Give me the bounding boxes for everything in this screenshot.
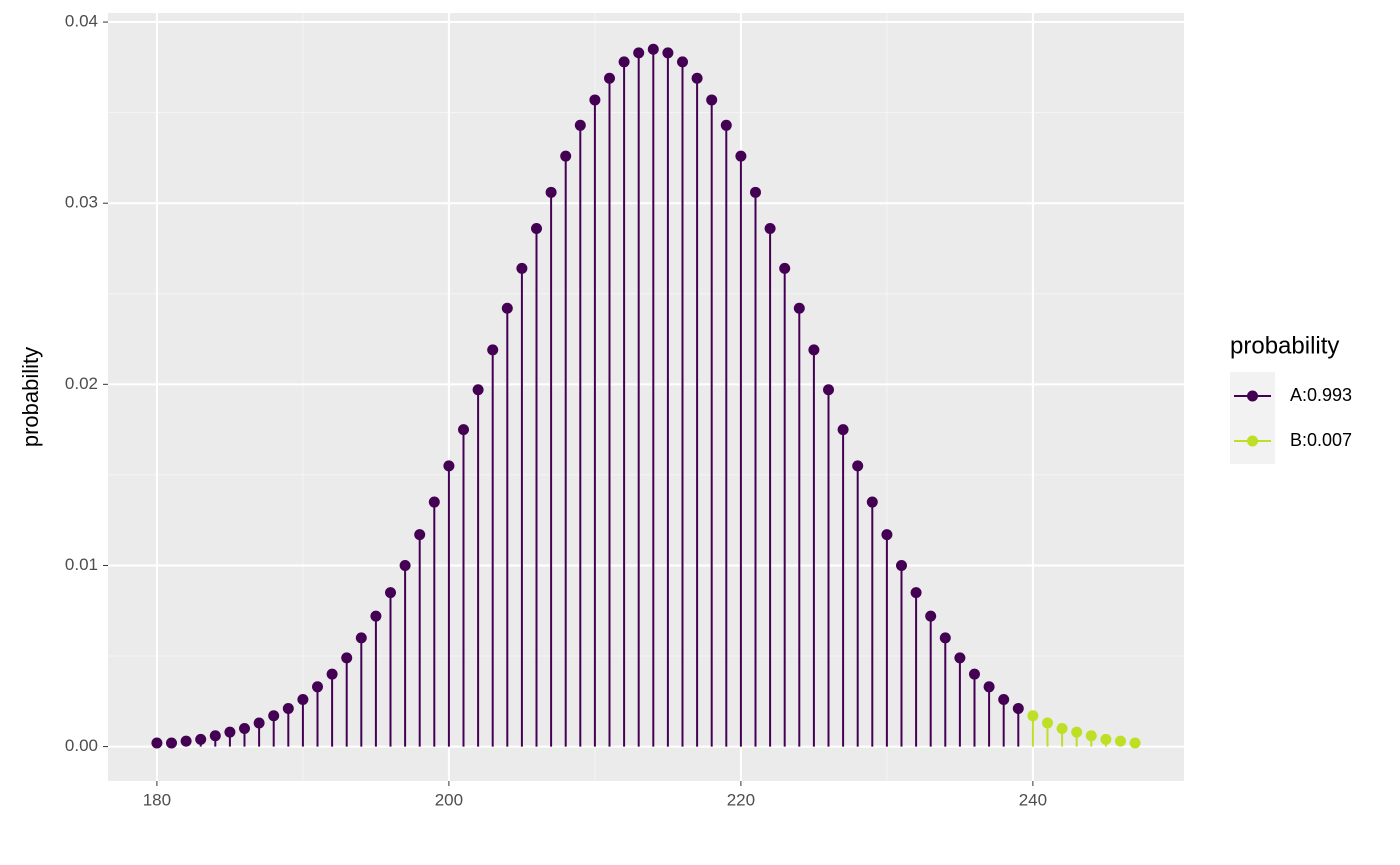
point — [1085, 730, 1097, 742]
point — [998, 693, 1010, 705]
x-tick-label: 180 — [143, 790, 171, 809]
point — [604, 72, 616, 84]
y-axis-label: probability — [18, 347, 43, 447]
point — [341, 652, 353, 664]
point — [224, 726, 236, 738]
y-tick-label: 0.00 — [65, 736, 98, 755]
point — [385, 587, 397, 599]
panel — [108, 13, 1184, 781]
point — [983, 681, 995, 693]
point — [749, 186, 761, 198]
point — [1027, 710, 1039, 722]
legend-key-point — [1247, 390, 1258, 402]
point — [764, 223, 776, 235]
point — [166, 737, 178, 749]
point — [282, 703, 294, 715]
point — [779, 262, 791, 274]
point — [881, 529, 893, 541]
point — [910, 587, 922, 599]
point — [662, 47, 674, 59]
point — [516, 262, 528, 274]
point — [355, 632, 367, 644]
x-tick-label: 220 — [727, 790, 755, 809]
point — [268, 710, 280, 722]
point — [501, 302, 513, 314]
point — [866, 496, 878, 508]
point — [647, 43, 659, 55]
point — [954, 652, 966, 664]
x-tick-label: 200 — [435, 790, 463, 809]
point — [545, 186, 557, 198]
point — [968, 668, 980, 680]
point — [793, 302, 805, 314]
point — [1129, 737, 1141, 749]
legend-label: A:0.993 — [1290, 385, 1352, 405]
point — [706, 94, 718, 106]
point — [560, 150, 572, 162]
point — [691, 72, 703, 84]
y-tick-label: 0.04 — [65, 12, 98, 31]
point — [574, 119, 586, 131]
point — [1100, 733, 1112, 745]
point — [676, 56, 688, 68]
point — [253, 717, 265, 729]
point — [180, 735, 192, 747]
legend-key-point — [1247, 435, 1258, 447]
point — [239, 722, 251, 734]
point — [195, 733, 207, 745]
point — [209, 730, 221, 742]
point — [399, 559, 411, 571]
point — [618, 56, 630, 68]
point — [589, 94, 601, 106]
y-tick-label: 0.02 — [65, 374, 98, 393]
point — [312, 681, 324, 693]
point — [443, 460, 455, 472]
point — [297, 693, 309, 705]
legend-keys-bg — [1230, 372, 1275, 464]
point — [939, 632, 951, 644]
legend-title: probability — [1230, 332, 1339, 359]
point — [1114, 735, 1126, 747]
point — [458, 424, 470, 436]
point — [735, 150, 747, 162]
point — [1041, 717, 1053, 729]
point — [925, 610, 937, 622]
point — [1056, 722, 1068, 734]
legend-label: B:0.007 — [1290, 430, 1352, 450]
point — [428, 496, 440, 508]
point — [326, 668, 338, 680]
point — [895, 559, 907, 571]
point — [852, 460, 864, 472]
point — [808, 344, 820, 356]
y-tick-label: 0.01 — [65, 555, 98, 574]
x-tick-label: 240 — [1019, 790, 1047, 809]
point — [531, 223, 543, 235]
point — [472, 384, 484, 396]
point — [370, 610, 382, 622]
point — [151, 737, 163, 749]
point — [1071, 726, 1083, 738]
point — [720, 119, 732, 131]
point — [487, 344, 499, 356]
point — [822, 384, 834, 396]
point — [1012, 703, 1024, 715]
point — [414, 529, 426, 541]
point — [633, 47, 645, 59]
y-tick-label: 0.03 — [65, 193, 98, 212]
point — [837, 424, 849, 436]
